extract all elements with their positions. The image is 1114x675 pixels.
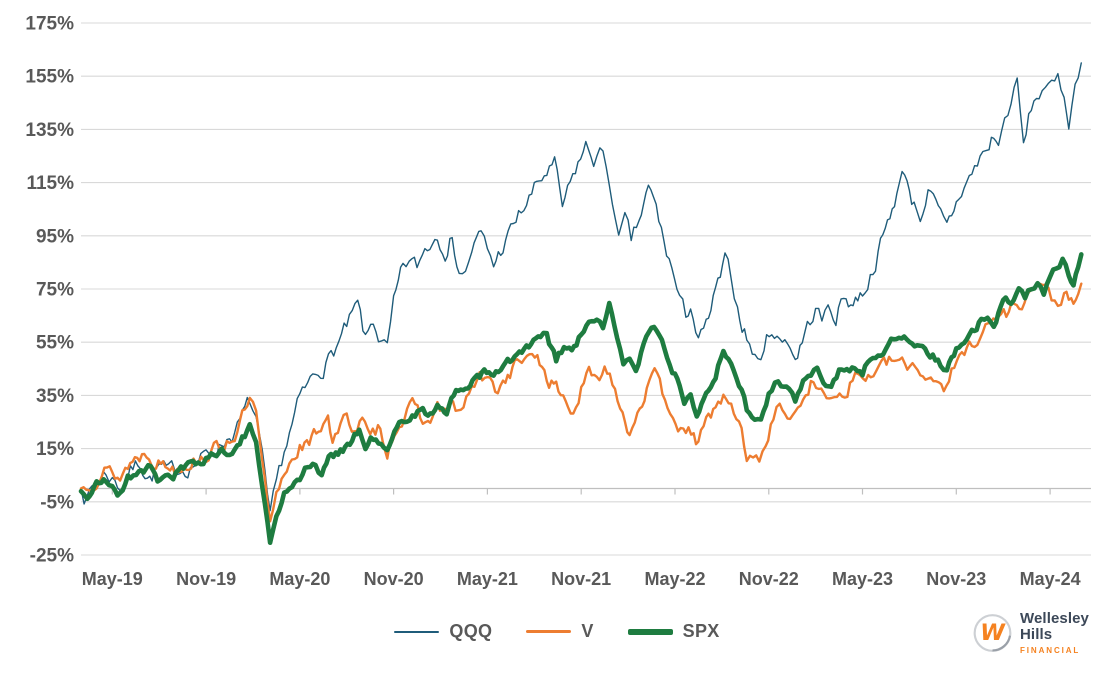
x-axis-tick-label: May-21 [457,569,518,589]
y-axis-tick-label: -5% [40,492,74,513]
y-axis-tick-label: 95% [36,226,74,247]
x-axis-tick-label: Nov-23 [926,569,986,589]
y-axis-tick-label: 15% [36,439,74,460]
y-axis-tick-label: 175% [25,14,74,35]
svg-text:W: W [980,620,1006,646]
y-axis-tick-label: 155% [25,67,74,88]
y-axis-tick-label: -25% [30,546,74,567]
x-axis-tick-label: Nov-21 [551,569,611,589]
y-axis-tick-label: 115% [26,173,74,194]
brand-monogram-icon: W [973,614,1012,652]
y-axis-tick-label: 135% [25,120,74,141]
x-axis-tick-label: May-24 [1020,569,1081,589]
x-axis-tick-label: May-22 [644,569,705,589]
y-axis-tick-label: 55% [36,333,74,354]
x-axis-tick-label: Nov-22 [739,569,799,589]
brand-division-name: FINANCIAL [1020,645,1081,655]
x-axis-tick-label: May-23 [832,569,893,589]
x-axis-tick-label: May-20 [269,569,330,589]
y-axis-tick-label: 75% [36,280,74,301]
x-axis-tick-label: May-19 [82,569,143,589]
wellesley-hills-logo: W Wellesley Hills FINANCIAL [972,610,1114,656]
y-axis-tick-label: 35% [36,386,74,407]
v-series-line [79,282,1083,523]
x-axis-tick-label: Nov-19 [176,569,236,589]
brand-company-name: Wellesley Hills [1020,610,1090,643]
spx-series-line [78,252,1084,546]
brand-text: Wellesley Hills FINANCIAL [1020,611,1114,655]
qqq-series-line [80,62,1083,512]
x-axis-tick-label: Nov-20 [364,569,424,589]
